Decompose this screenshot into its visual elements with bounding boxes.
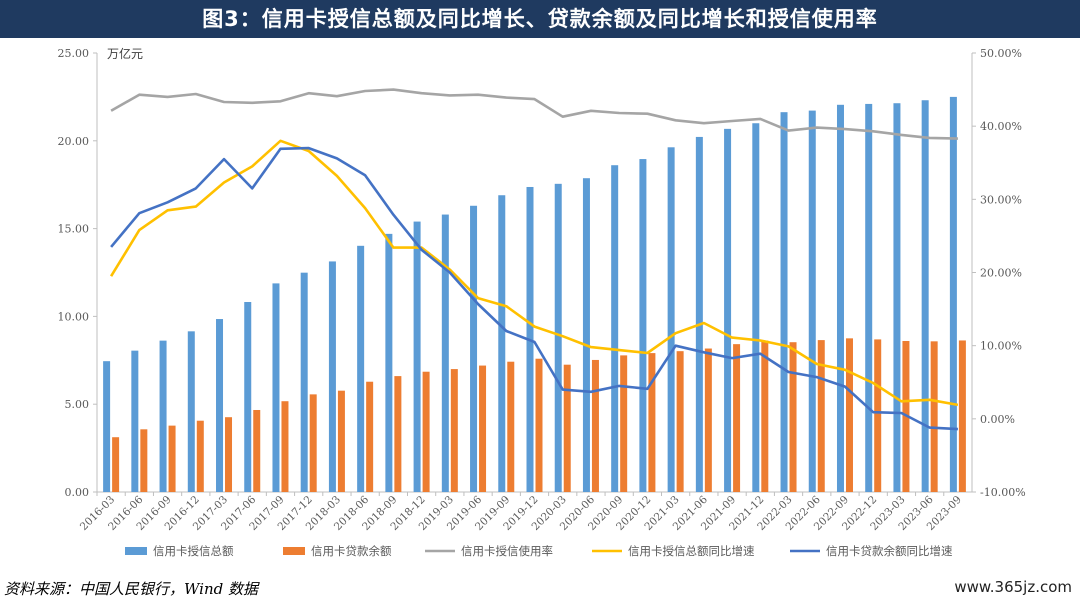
bar-credit-limit	[244, 302, 252, 492]
bar-loan-balance	[253, 409, 261, 492]
bar-credit-limit	[385, 233, 393, 493]
y-right-tick-label: 20.00%	[980, 267, 1022, 280]
bar-loan-balance	[196, 420, 204, 492]
bar-credit-limit	[131, 350, 139, 492]
bar-credit-limit	[470, 205, 478, 492]
bar-loan-balance	[733, 344, 741, 492]
y-right-tick-label: 30.00%	[980, 193, 1022, 206]
chart-title: 图3：信用卡授信总额及同比增长、贷款余额及同比增长和授信使用率	[202, 7, 878, 31]
y-left-tick-label: 0.00	[65, 486, 90, 499]
bar-loan-balance	[761, 340, 769, 492]
line-credit-utilization	[110, 88, 958, 140]
bar-credit-limit	[103, 361, 111, 492]
legend-credit-limit-label: 信用卡授信总额	[153, 544, 234, 558]
bar-credit-limit	[695, 136, 703, 492]
bar-credit-limit	[159, 340, 167, 492]
legend-loan-balance-growth-label: 信用卡贷款余额同比增速	[826, 544, 953, 558]
bar-credit-limit	[498, 195, 506, 492]
bar-credit-limit	[300, 272, 308, 492]
chart-canvas: 0.00 5.00 10.00 15.00 20.00 25.00 -10.00% 0.00%…	[58, 46, 1026, 558]
bar-loan-balance	[140, 429, 148, 492]
bar-loan-balance	[337, 390, 345, 492]
bar-credit-limit	[441, 214, 449, 492]
bar-loan-balance	[507, 361, 515, 492]
bar-loan-balance	[676, 351, 684, 492]
legend-credit-limit-swatch	[125, 547, 147, 555]
bar-credit-limit	[724, 128, 732, 492]
bar-loan-balance	[874, 339, 882, 492]
watermark-text: www.365jz.com	[954, 578, 1072, 596]
bar-credit-limit	[413, 221, 421, 493]
bar-credit-limit	[808, 110, 816, 492]
bar-loan-balance	[620, 355, 628, 492]
bar-loan-balance	[422, 371, 430, 492]
bar-credit-limit	[582, 178, 590, 492]
line-loan-balance-growth	[110, 146, 958, 431]
y-right-tick-label: 10.00%	[980, 340, 1022, 353]
bar-loan-balance	[168, 425, 176, 492]
bar-credit-limit	[216, 319, 224, 492]
title-banner: 图3：信用卡授信总额及同比增长、贷款余额及同比增长和授信使用率	[0, 0, 1080, 38]
bar-credit-limit	[554, 183, 562, 492]
y-left-tick-label: 5.00	[65, 398, 90, 411]
source-note: 资料来源：中国人民银行，Wind 数据	[4, 580, 258, 598]
y-right-tick-label: -10.00%	[980, 486, 1026, 499]
bar-loan-balance	[309, 394, 317, 492]
legend-loan-balance-label: 信用卡贷款余额	[311, 544, 392, 558]
y-left-tick-label: 10.00	[58, 310, 90, 323]
y-right-tick-label: 40.00%	[980, 120, 1022, 133]
y-left-tick-label: 25.00	[58, 47, 90, 60]
bar-credit-limit	[639, 159, 647, 492]
bar-credit-limit	[611, 165, 619, 492]
bar-credit-limit	[357, 245, 365, 492]
bar-loan-balance	[394, 376, 402, 492]
bar-loan-balance	[535, 358, 543, 492]
bar-credit-limit	[187, 331, 195, 492]
bar-loan-balance	[958, 340, 966, 492]
y-left-unit-label: 万亿元	[107, 46, 143, 61]
bar-loan-balance	[591, 359, 599, 492]
bar-credit-limit	[752, 123, 760, 493]
bar-credit-limit	[893, 103, 901, 492]
bar-credit-limit	[836, 104, 844, 492]
y-right-tick-label: 50.00%	[980, 47, 1022, 60]
bar-loan-balance	[930, 341, 938, 492]
legend-credit-utilization-label: 信用卡授信使用率	[461, 544, 553, 558]
bar-loan-balance	[563, 364, 571, 492]
bar-credit-limit	[780, 112, 788, 493]
bar-loan-balance	[704, 348, 712, 492]
bar-credit-limit	[921, 100, 929, 493]
line-credit-limit-growth	[109, 139, 959, 407]
bar-loan-balance	[789, 342, 797, 492]
bar-credit-limit	[865, 103, 873, 492]
bar-loan-balance	[450, 369, 458, 492]
bar-loan-balance	[817, 340, 825, 492]
bar-loan-balance	[845, 338, 853, 492]
bar-credit-limit	[272, 283, 280, 492]
bar-credit-limit	[949, 96, 957, 493]
bar-loan-balance	[225, 417, 233, 492]
bar-credit-limit	[328, 261, 336, 492]
bar-loan-balance	[112, 437, 120, 492]
bar-credit-limit	[667, 147, 675, 492]
bar-loan-balance	[366, 381, 374, 492]
legend-credit-limit-growth-label: 信用卡授信总额同比增速	[628, 544, 755, 558]
y-left-tick-label: 15.00	[58, 223, 90, 236]
bar-loan-balance	[648, 353, 656, 492]
bar-loan-balance	[479, 365, 487, 492]
bar-loan-balance	[281, 401, 289, 492]
legend-loan-balance-swatch	[283, 547, 305, 555]
y-left-tick-label: 20.00	[58, 135, 90, 148]
y-right-tick-label: 0.00%	[980, 413, 1015, 426]
